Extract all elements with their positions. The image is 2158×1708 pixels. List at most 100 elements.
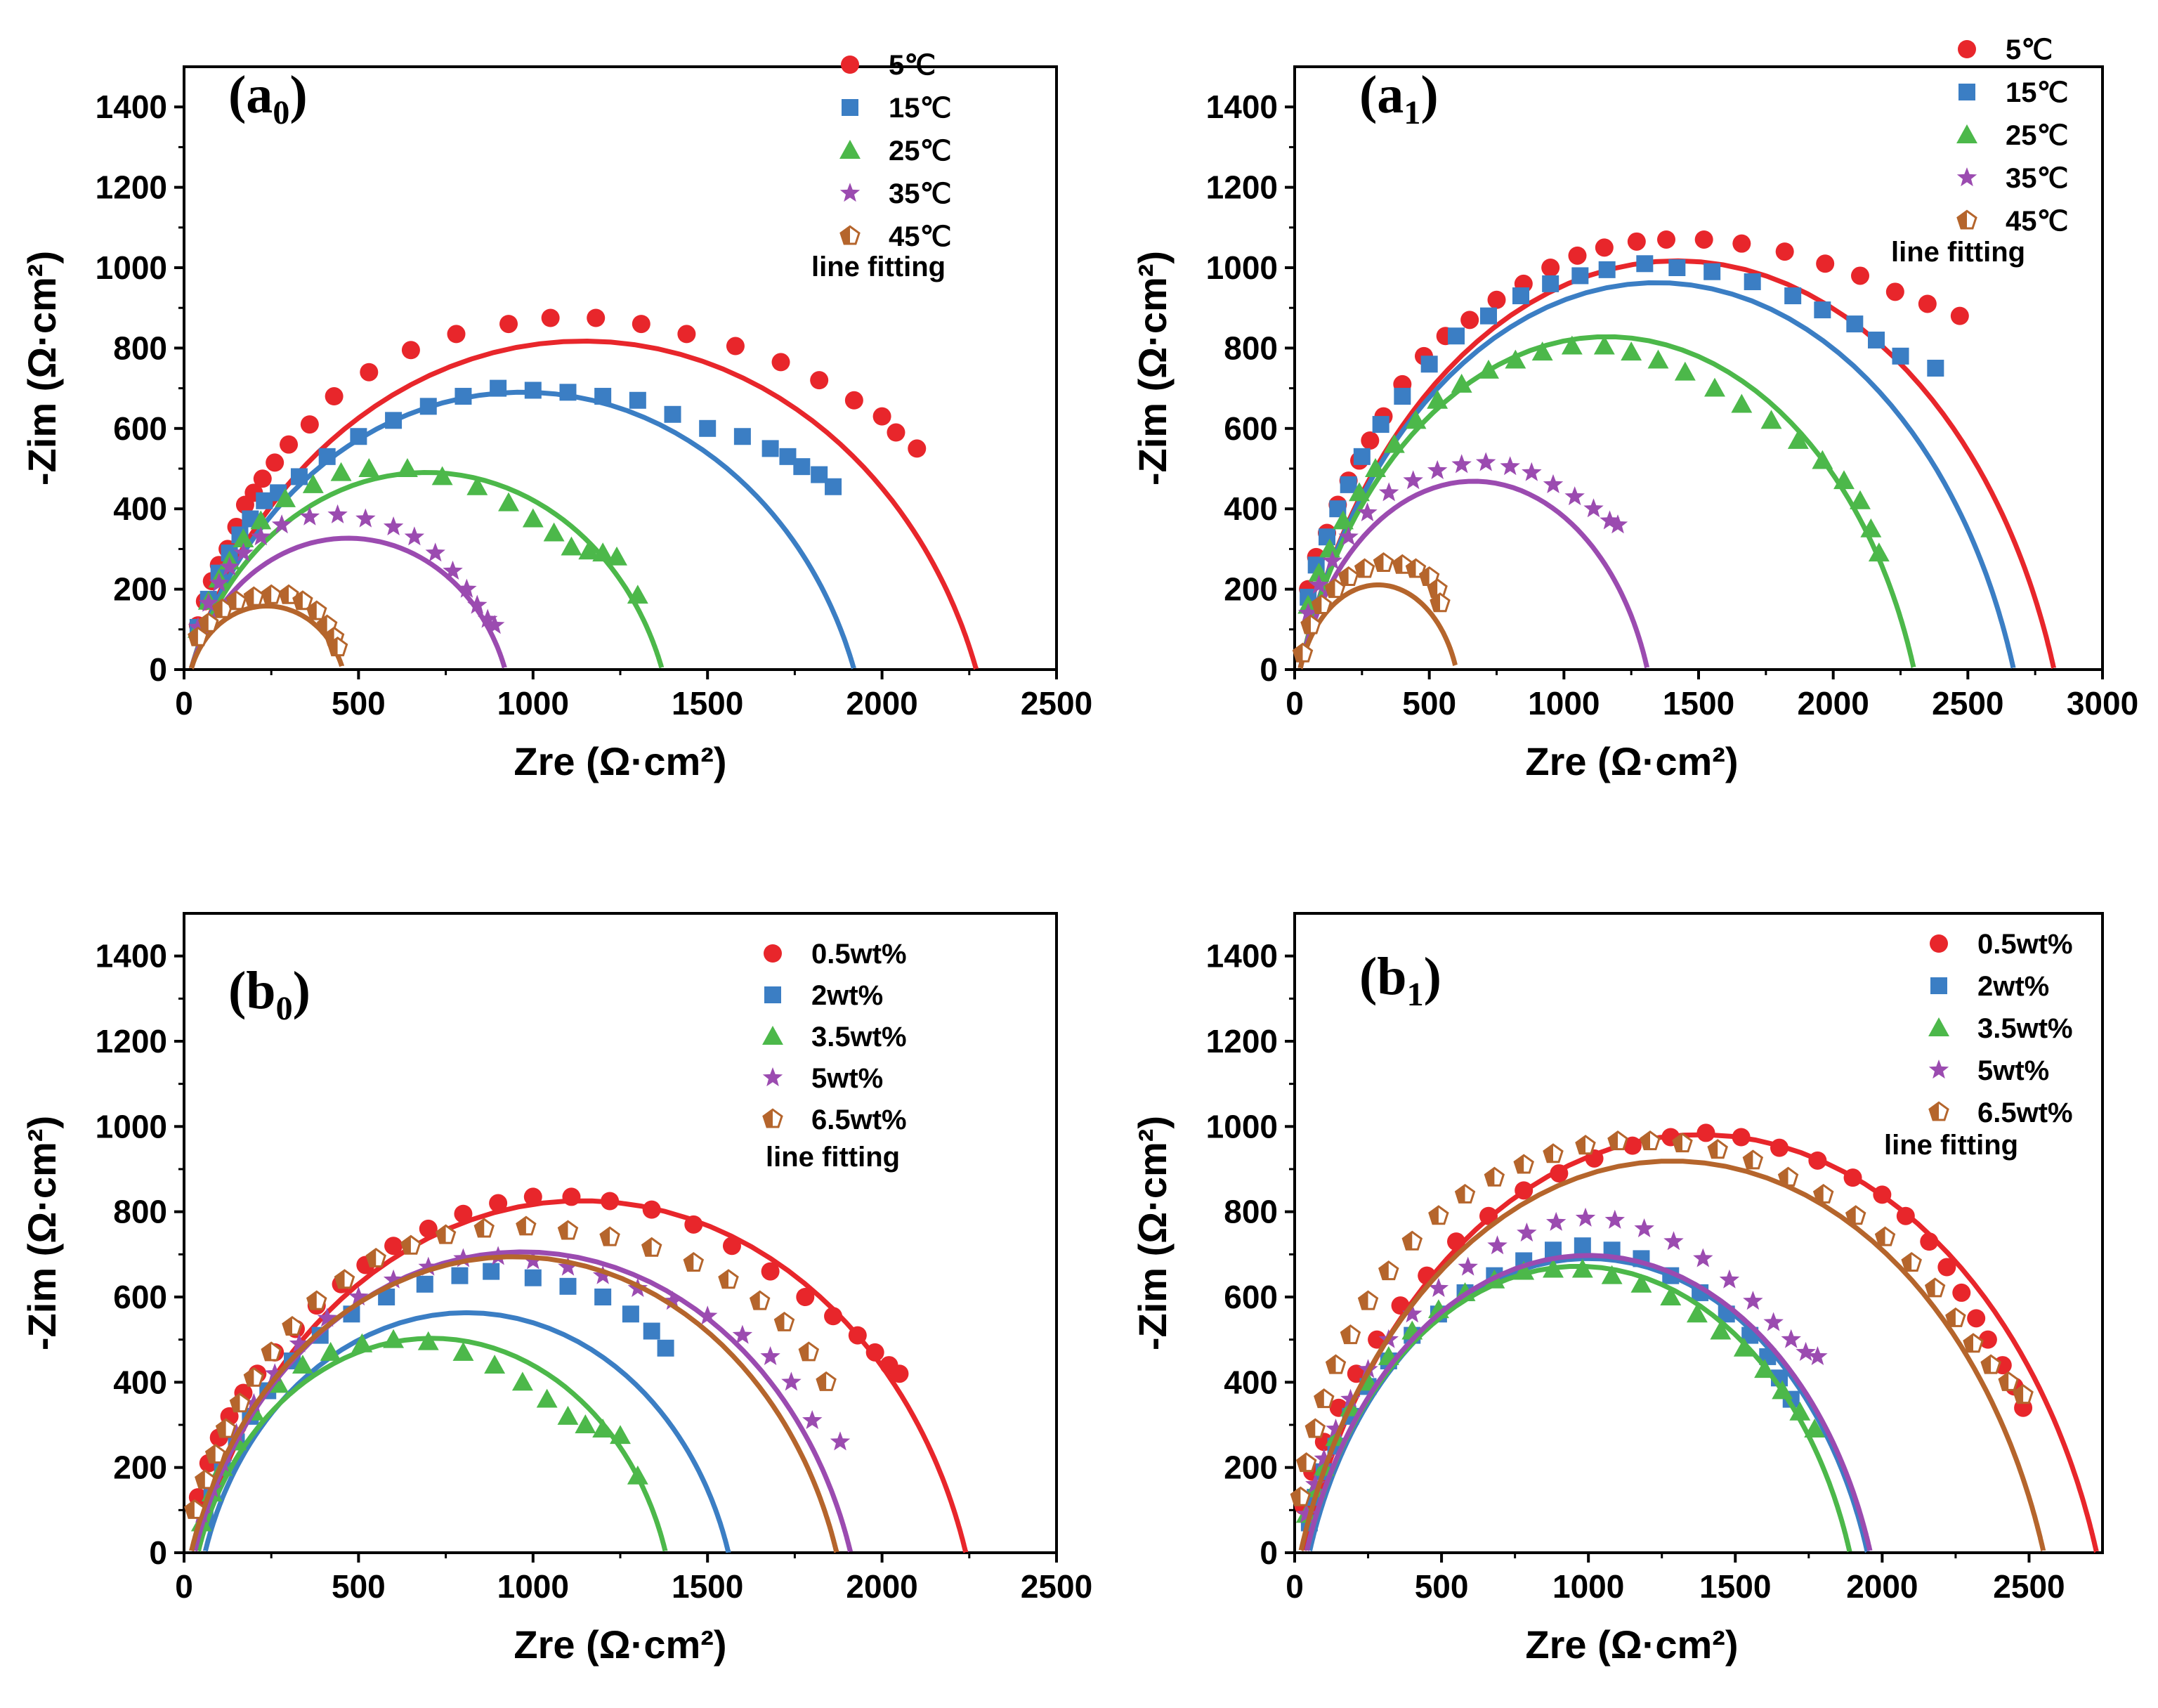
data-point [209, 573, 229, 592]
data-point [1808, 1151, 1827, 1170]
data-point [1325, 1354, 1347, 1374]
data-point [559, 384, 577, 401]
data-point [610, 1425, 631, 1445]
plot-frame [1293, 912, 2104, 1554]
data-point [215, 1418, 237, 1438]
data-point [1338, 526, 1359, 546]
data-point [733, 428, 751, 445]
fit-line [203, 1310, 731, 1553]
data-point [1354, 558, 1375, 578]
legend-marker [1956, 209, 1977, 230]
data-point [578, 540, 600, 560]
data-point [457, 578, 477, 598]
data-point [825, 478, 842, 495]
data-point [1732, 1128, 1751, 1147]
data-point [523, 1187, 542, 1206]
legend-label: 35℃ [2006, 163, 2068, 194]
data-point [575, 1414, 596, 1433]
data-point [1967, 1309, 1986, 1328]
x-tick-label: 1000 [1552, 1568, 1624, 1605]
data-point [250, 510, 272, 530]
data-point [1885, 282, 1904, 301]
data-point [1763, 1312, 1784, 1331]
data-point [419, 1219, 438, 1238]
y-axis-label: -Zim (Ω·cm²) [1130, 251, 1175, 485]
data-point [1812, 1183, 1834, 1204]
data-point [1487, 1235, 1508, 1255]
data-point [1607, 514, 1628, 534]
legend-fit-label: line fitting [1884, 1130, 2018, 1161]
x-tick-label: 2500 [1993, 1568, 2065, 1605]
data-point [632, 315, 650, 334]
data-point [404, 526, 425, 546]
data-point [1383, 433, 1405, 453]
data-point [325, 387, 344, 406]
data-point [606, 546, 627, 566]
data-point [1583, 498, 1604, 518]
data-point [1843, 1168, 1862, 1187]
data-point [677, 325, 696, 344]
data-point [1901, 1251, 1922, 1272]
series-3 [190, 1329, 668, 1552]
data-point [300, 415, 319, 434]
data-point [348, 1286, 369, 1306]
data-point [1978, 1330, 1997, 1349]
data-point [908, 439, 927, 458]
x-axis-label: Zre (Ω·cm²) [1525, 739, 1738, 783]
data-point [1640, 1130, 1661, 1151]
data-point [1571, 1258, 1593, 1278]
fit-line [1304, 1253, 1873, 1551]
x-tick-label: 2000 [846, 1568, 917, 1605]
data-point [1575, 1135, 1596, 1155]
data-point [1338, 566, 1359, 586]
y-tick-label: 1200 [1206, 1023, 1278, 1060]
legend-marker [764, 944, 782, 963]
data-point [1319, 538, 1340, 558]
data-point [760, 1346, 780, 1365]
legend-label: 6.5wt% [811, 1104, 907, 1135]
x-tick-label: 500 [1402, 685, 1456, 722]
data-point [1311, 594, 1333, 614]
data-point [511, 1371, 533, 1391]
data-point [1796, 1341, 1816, 1361]
data-point [1420, 356, 1438, 373]
x-tick-label: 1500 [1663, 685, 1734, 722]
legend-marker [1956, 167, 1977, 187]
data-point [383, 1269, 404, 1289]
legend-marker [1928, 1101, 1949, 1121]
data-point [1541, 259, 1560, 277]
x-tick-label: 1500 [672, 685, 743, 722]
data-point [1672, 1133, 1693, 1153]
fit-line [192, 1249, 853, 1553]
legend-marker [762, 1108, 783, 1128]
data-point [1290, 1486, 1312, 1506]
x-tick-label: 3000 [2067, 685, 2138, 722]
data-point [664, 405, 681, 423]
data-point [483, 1263, 500, 1280]
y-tick-label: 0 [1260, 651, 1278, 688]
data-point [594, 388, 612, 405]
legend-marker [839, 140, 861, 159]
data-point [698, 1305, 718, 1325]
legend-marker [1930, 977, 1947, 994]
data-point [1561, 335, 1583, 355]
data-point [1314, 1388, 1335, 1409]
data-point [1333, 510, 1354, 530]
legend-marker [1958, 40, 1976, 58]
data-point [662, 1291, 683, 1310]
data-point [1427, 459, 1448, 479]
data-point [722, 1237, 741, 1256]
data-point [1515, 1181, 1534, 1200]
y-tick-label: 200 [1224, 571, 1278, 608]
data-point [749, 1290, 771, 1310]
x-tick-label: 500 [332, 685, 386, 722]
data-point [562, 1187, 581, 1206]
y-tick-label: 400 [113, 490, 167, 527]
legend-label: 15℃ [889, 93, 951, 124]
y-tick-label: 0 [1260, 1534, 1278, 1571]
fit-line [1304, 1264, 1852, 1553]
data-point [467, 594, 488, 614]
legend-marker [842, 99, 858, 116]
fit-line [1298, 1159, 2046, 1552]
legend-marker [762, 1026, 783, 1045]
